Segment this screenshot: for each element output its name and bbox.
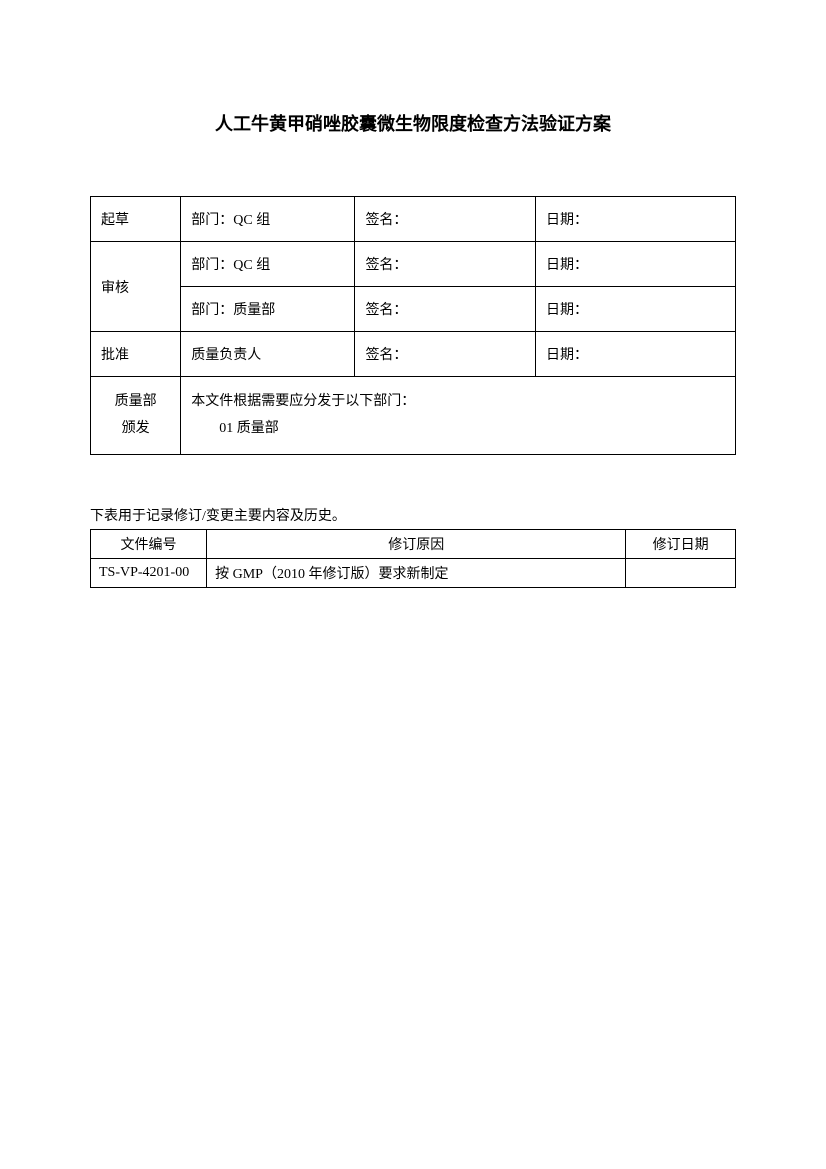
distribution-label: 质量部 颁发 [91,377,181,455]
table-row: 审核 部门：QC 组 签名： 日期： [91,242,736,287]
rev-docno: TS-VP-4201-00 [91,559,207,588]
review-date2: 日期： [536,287,736,332]
document-title: 人工牛黄甲硝唑胶囊微生物限度检查方法验证方案 [90,110,736,136]
rev-reason: 按 GMP（2010 年修订版）要求新制定 [207,559,626,588]
approval-table: 起草 部门：QC 组 签名： 日期： 审核 部门：QC 组 签名： 日期： 部门… [90,196,736,455]
distribution-label-line1: 质量部 [101,389,170,416]
rev-header-docno: 文件编号 [91,530,207,559]
revision-subtitle: 下表用于记录修订/变更主要内容及历史。 [90,505,736,525]
review-dept1: 部门：QC 组 [181,242,355,287]
approve-sign: 签名： [355,332,536,377]
review-label: 审核 [91,242,181,332]
table-row: TS-VP-4201-00 按 GMP（2010 年修订版）要求新制定 [91,559,736,588]
table-row: 批准 质量负责人 签名： 日期： [91,332,736,377]
draft-date: 日期： [536,197,736,242]
revision-table: 文件编号 修订原因 修订日期 TS-VP-4201-00 按 GMP（2010 … [90,529,736,588]
distribution-text-line2: 01 质量部 [191,416,725,443]
distribution-text: 本文件根据需要应分发于以下部门： 01 质量部 [181,377,736,455]
review-sign2: 签名： [355,287,536,332]
distribution-text-line1: 本文件根据需要应分发于以下部门： [191,389,725,416]
review-sign1: 签名： [355,242,536,287]
distribution-label-line2: 颁发 [101,416,170,443]
review-dept2: 部门：质量部 [181,287,355,332]
review-date1: 日期： [536,242,736,287]
approve-date: 日期： [536,332,736,377]
table-row: 起草 部门：QC 组 签名： 日期： [91,197,736,242]
table-row: 文件编号 修订原因 修订日期 [91,530,736,559]
rev-header-date: 修订日期 [626,530,736,559]
rev-date [626,559,736,588]
approve-label: 批准 [91,332,181,377]
draft-dept: 部门：QC 组 [181,197,355,242]
rev-header-reason: 修订原因 [207,530,626,559]
draft-label: 起草 [91,197,181,242]
table-row: 部门：质量部 签名： 日期： [91,287,736,332]
table-row: 质量部 颁发 本文件根据需要应分发于以下部门： 01 质量部 [91,377,736,455]
approve-dept: 质量负责人 [181,332,355,377]
draft-sign: 签名： [355,197,536,242]
